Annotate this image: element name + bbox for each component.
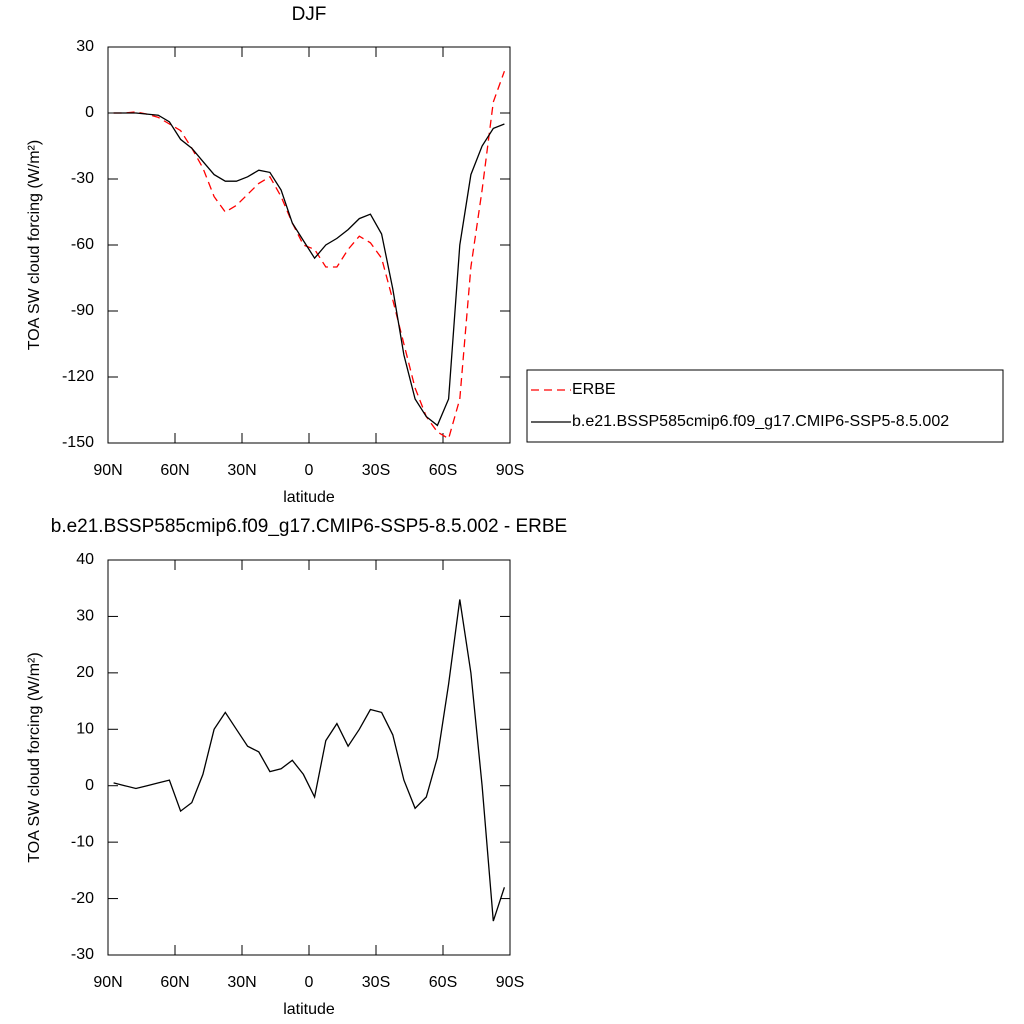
x-axis-label: latitude bbox=[283, 489, 335, 506]
x-tick-label: 30N bbox=[227, 462, 256, 479]
y-tick-label: 30 bbox=[76, 38, 94, 55]
x-tick-label: 30S bbox=[362, 974, 390, 991]
x-tick-label: 60N bbox=[160, 462, 189, 479]
y-tick-label: 10 bbox=[76, 721, 94, 738]
x-tick-label: 60S bbox=[429, 462, 457, 479]
chart-title: DJF bbox=[292, 4, 327, 25]
x-tick-label: 60N bbox=[160, 974, 189, 991]
y-tick-label: -120 bbox=[62, 368, 94, 385]
x-tick-label: 30N bbox=[227, 974, 256, 991]
x-tick-label: 90S bbox=[496, 462, 524, 479]
y-tick-label: -30 bbox=[71, 946, 94, 963]
y-tick-label: 40 bbox=[76, 551, 94, 568]
y-tick-label: 30 bbox=[76, 608, 94, 625]
y-tick-label: -20 bbox=[71, 890, 94, 907]
x-tick-label: 90N bbox=[93, 462, 122, 479]
legend-label: ERBE bbox=[572, 381, 616, 398]
legend-box bbox=[526, 369, 1004, 443]
y-tick-label: -90 bbox=[71, 302, 94, 319]
x-tick-label: 0 bbox=[305, 974, 314, 991]
data-line bbox=[113, 112, 505, 427]
x-tick-label: 60S bbox=[429, 974, 457, 991]
y-tick-label: -150 bbox=[62, 434, 94, 451]
y-axis-label: TOA SW cloud forcing (W/m²) bbox=[26, 652, 43, 862]
x-tick-label: 0 bbox=[305, 462, 314, 479]
legend-label: b.e21.BSSP585cmip6.f09_g17.CMIP6-SSP5-8.… bbox=[572, 413, 949, 430]
y-tick-label: -60 bbox=[71, 236, 94, 253]
x-tick-label: 90N bbox=[93, 974, 122, 991]
data-line bbox=[113, 70, 506, 440]
x-axis-label: latitude bbox=[283, 1001, 335, 1018]
x-tick-label: 90S bbox=[496, 974, 524, 991]
chart-title: b.e21.BSSP585cmip6.f09_g17.CMIP6-SSP5-8.… bbox=[51, 516, 567, 537]
y-tick-label: 0 bbox=[85, 104, 94, 121]
plot-frame bbox=[107, 559, 511, 956]
y-tick-label: -10 bbox=[71, 833, 94, 850]
x-tick-label: 30S bbox=[362, 462, 390, 479]
y-axis-label: TOA SW cloud forcing (W/m²) bbox=[26, 140, 43, 350]
y-tick-label: 20 bbox=[76, 664, 94, 681]
data-line bbox=[113, 599, 506, 922]
y-tick-label: -30 bbox=[71, 170, 94, 187]
y-tick-label: 0 bbox=[85, 777, 94, 794]
